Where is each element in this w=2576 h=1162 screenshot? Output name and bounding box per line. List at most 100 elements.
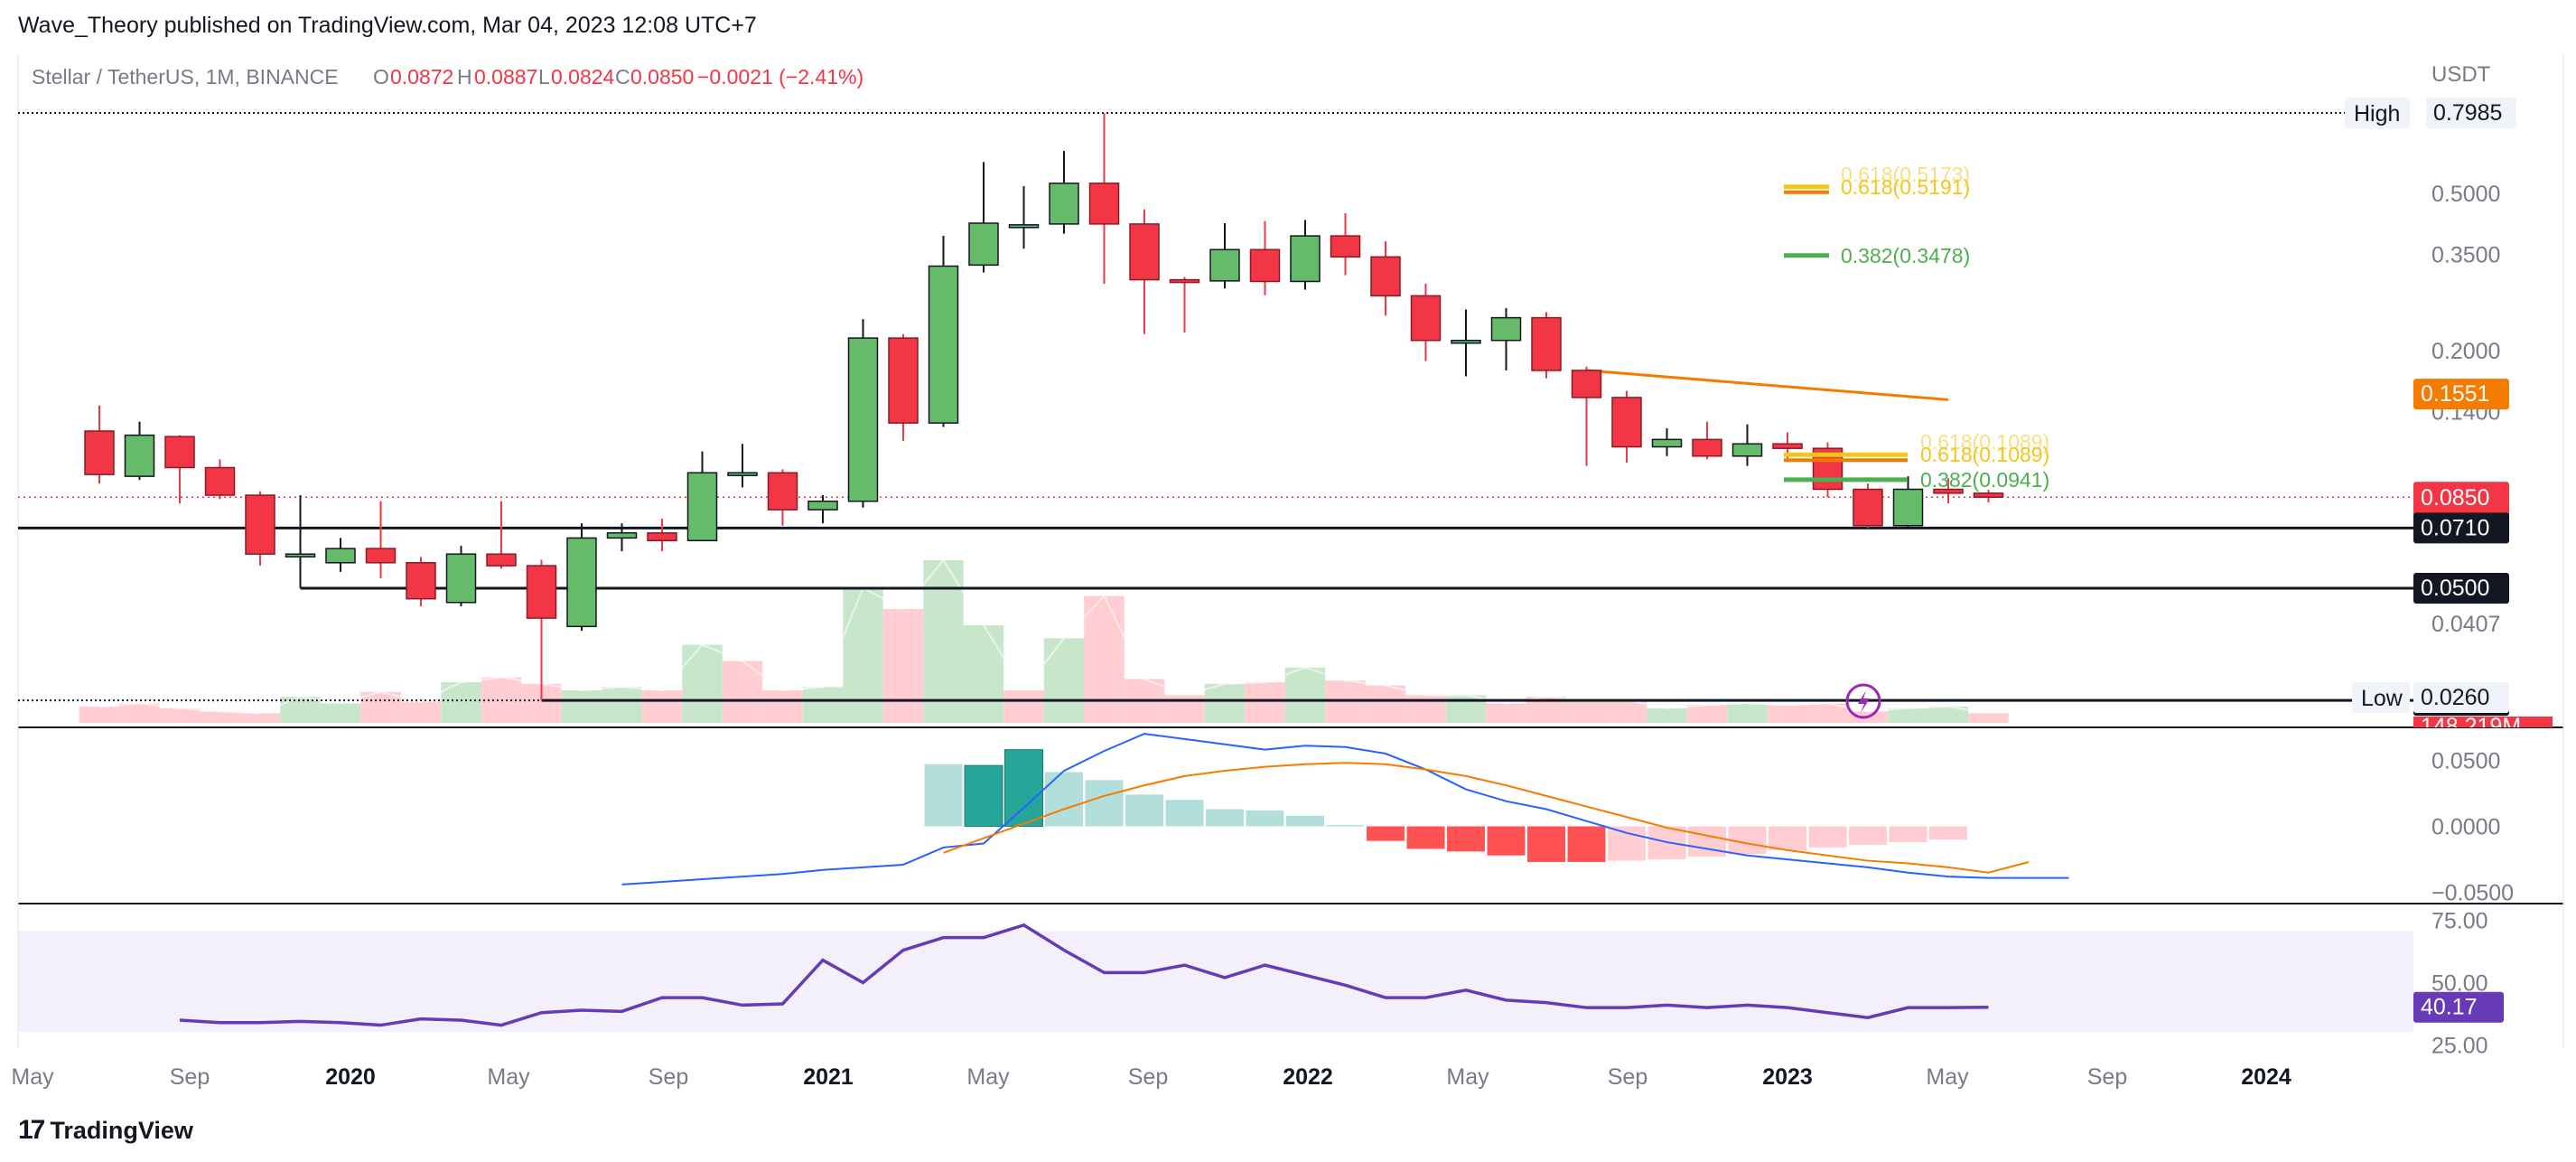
- candle-body[interactable]: [1571, 370, 1602, 398]
- candle-body[interactable]: [606, 532, 638, 539]
- symbol-legend[interactable]: Stellar / TetherUS, 1M, BINANCE: [32, 65, 339, 89]
- candle-body[interactable]: [1933, 488, 1964, 494]
- x-tick-label: May: [11, 1064, 54, 1090]
- candle-body[interactable]: [888, 337, 919, 424]
- volume-bar: [1284, 667, 1326, 723]
- volume-bar: [1888, 708, 1928, 723]
- volume-bar: [1606, 699, 1647, 723]
- macd-histogram-bar: [1004, 749, 1043, 828]
- high-tag-box: [2345, 98, 2410, 129]
- high-value: 0.0887: [474, 65, 537, 89]
- candle-body[interactable]: [204, 466, 236, 496]
- candle-body[interactable]: [1451, 340, 1481, 344]
- candle-body[interactable]: [1651, 438, 1683, 448]
- candle-body[interactable]: [1290, 235, 1321, 283]
- candle-body[interactable]: [1531, 316, 1562, 371]
- candle-body[interactable]: [406, 562, 436, 600]
- macd-histogram-bar: [1567, 826, 1606, 863]
- candle-body[interactable]: [1249, 248, 1281, 283]
- currency-label: USDT: [2431, 62, 2491, 87]
- macd-histogram-bar: [1165, 800, 1204, 827]
- y-tick-label: 0.0407: [2431, 612, 2500, 637]
- candle-body[interactable]: [124, 434, 155, 477]
- volume-bar: [602, 687, 642, 723]
- volume-bar: [280, 697, 321, 723]
- candle-body[interactable]: [1330, 235, 1361, 258]
- candle-body[interactable]: [1490, 316, 1522, 342]
- y-tick-label: 0.5000: [2431, 182, 2500, 207]
- macd-tick-label: 0.0500: [2431, 748, 2500, 773]
- support-price-label-box: [2413, 512, 2509, 544]
- volume-bar: [882, 609, 924, 723]
- volume-bar: [239, 713, 281, 723]
- y-tick-label: 0.3500: [2431, 243, 2500, 268]
- candle-body[interactable]: [1410, 295, 1442, 342]
- macd-histogram-bar: [1688, 826, 1726, 857]
- last-price-label: 0.0850: [2421, 485, 2489, 511]
- rsi-line: [179, 923, 1989, 1027]
- volume-bar: [1325, 680, 1366, 723]
- candle-body[interactable]: [325, 548, 356, 564]
- candle-body[interactable]: [486, 553, 517, 567]
- lightning-icon[interactable]: [1845, 683, 1881, 719]
- candle-body[interactable]: [526, 565, 557, 619]
- candle-body[interactable]: [84, 430, 115, 475]
- candle-body[interactable]: [1129, 223, 1160, 281]
- candle-body[interactable]: [1853, 488, 1883, 527]
- candle-body[interactable]: [1692, 438, 1722, 457]
- candle-body[interactable]: [1008, 224, 1040, 229]
- candle-body[interactable]: [1049, 183, 1079, 225]
- volume-bar: [1807, 703, 1848, 723]
- fibonacci-levels: 0.618(0.5173)0.618(0.5191) 0.382(0.3478) 0…: [1784, 163, 2049, 492]
- candle-body[interactable]: [1772, 443, 1803, 449]
- candle-body[interactable]: [767, 472, 798, 511]
- change-value: −0.0021 (−2.41%): [697, 65, 863, 89]
- low-label: L: [538, 65, 550, 89]
- candle-body[interactable]: [1892, 488, 1924, 527]
- macd-histogram-bar: [1889, 826, 1927, 843]
- candle-body[interactable]: [727, 472, 758, 476]
- macd-histogram-bar: [1406, 826, 1445, 849]
- macd-histogram-bar: [1808, 826, 1847, 848]
- volume-bar: [963, 625, 1004, 723]
- volume-bar: [159, 708, 201, 723]
- candle-body[interactable]: [968, 222, 999, 267]
- rsi-band: [18, 931, 2413, 1032]
- macd-histogram-bar: [1206, 809, 1244, 827]
- candle-body[interactable]: [1370, 256, 1401, 297]
- candle-body[interactable]: [1611, 397, 1642, 448]
- candle-body[interactable]: [445, 553, 477, 604]
- candle-body[interactable]: [285, 553, 316, 558]
- tradingview-logo-mark: 17: [18, 1115, 45, 1145]
- candle-body[interactable]: [847, 337, 879, 502]
- candle-body[interactable]: [245, 494, 275, 555]
- candle-body[interactable]: [807, 501, 838, 511]
- candle-body[interactable]: [686, 472, 718, 542]
- candle-body[interactable]: [1209, 248, 1240, 282]
- candle-body[interactable]: [1088, 183, 1120, 225]
- macd-histogram-bar: [964, 764, 1003, 828]
- volume-bar: [1647, 708, 1687, 723]
- tradingview-logo[interactable]: 17 TradingView: [18, 1115, 193, 1146]
- macd-histogram-bar: [1085, 780, 1124, 827]
- macd-histogram-bar: [1326, 825, 1365, 827]
- candle-body[interactable]: [365, 548, 397, 564]
- candle-body[interactable]: [1169, 278, 1200, 284]
- low-price-label-box: [2413, 682, 2509, 713]
- x-tick-label: 2022: [1283, 1064, 1333, 1090]
- candle-body[interactable]: [1973, 492, 2004, 498]
- high-tag: High: [2354, 101, 2400, 127]
- x-tick-label: May: [1446, 1064, 1489, 1090]
- macd-histogram-bar: [1447, 826, 1485, 852]
- volume-bar: [400, 701, 442, 723]
- volume-bar: [843, 587, 883, 723]
- signal-line: [943, 762, 2030, 874]
- candle-body[interactable]: [566, 537, 597, 628]
- candle-body[interactable]: [164, 436, 195, 469]
- close-label: C: [615, 65, 630, 89]
- candle-body[interactable]: [647, 532, 677, 542]
- candle-body[interactable]: [1731, 443, 1763, 457]
- candle-body[interactable]: [928, 265, 959, 424]
- x-tick-label: May: [966, 1064, 1010, 1090]
